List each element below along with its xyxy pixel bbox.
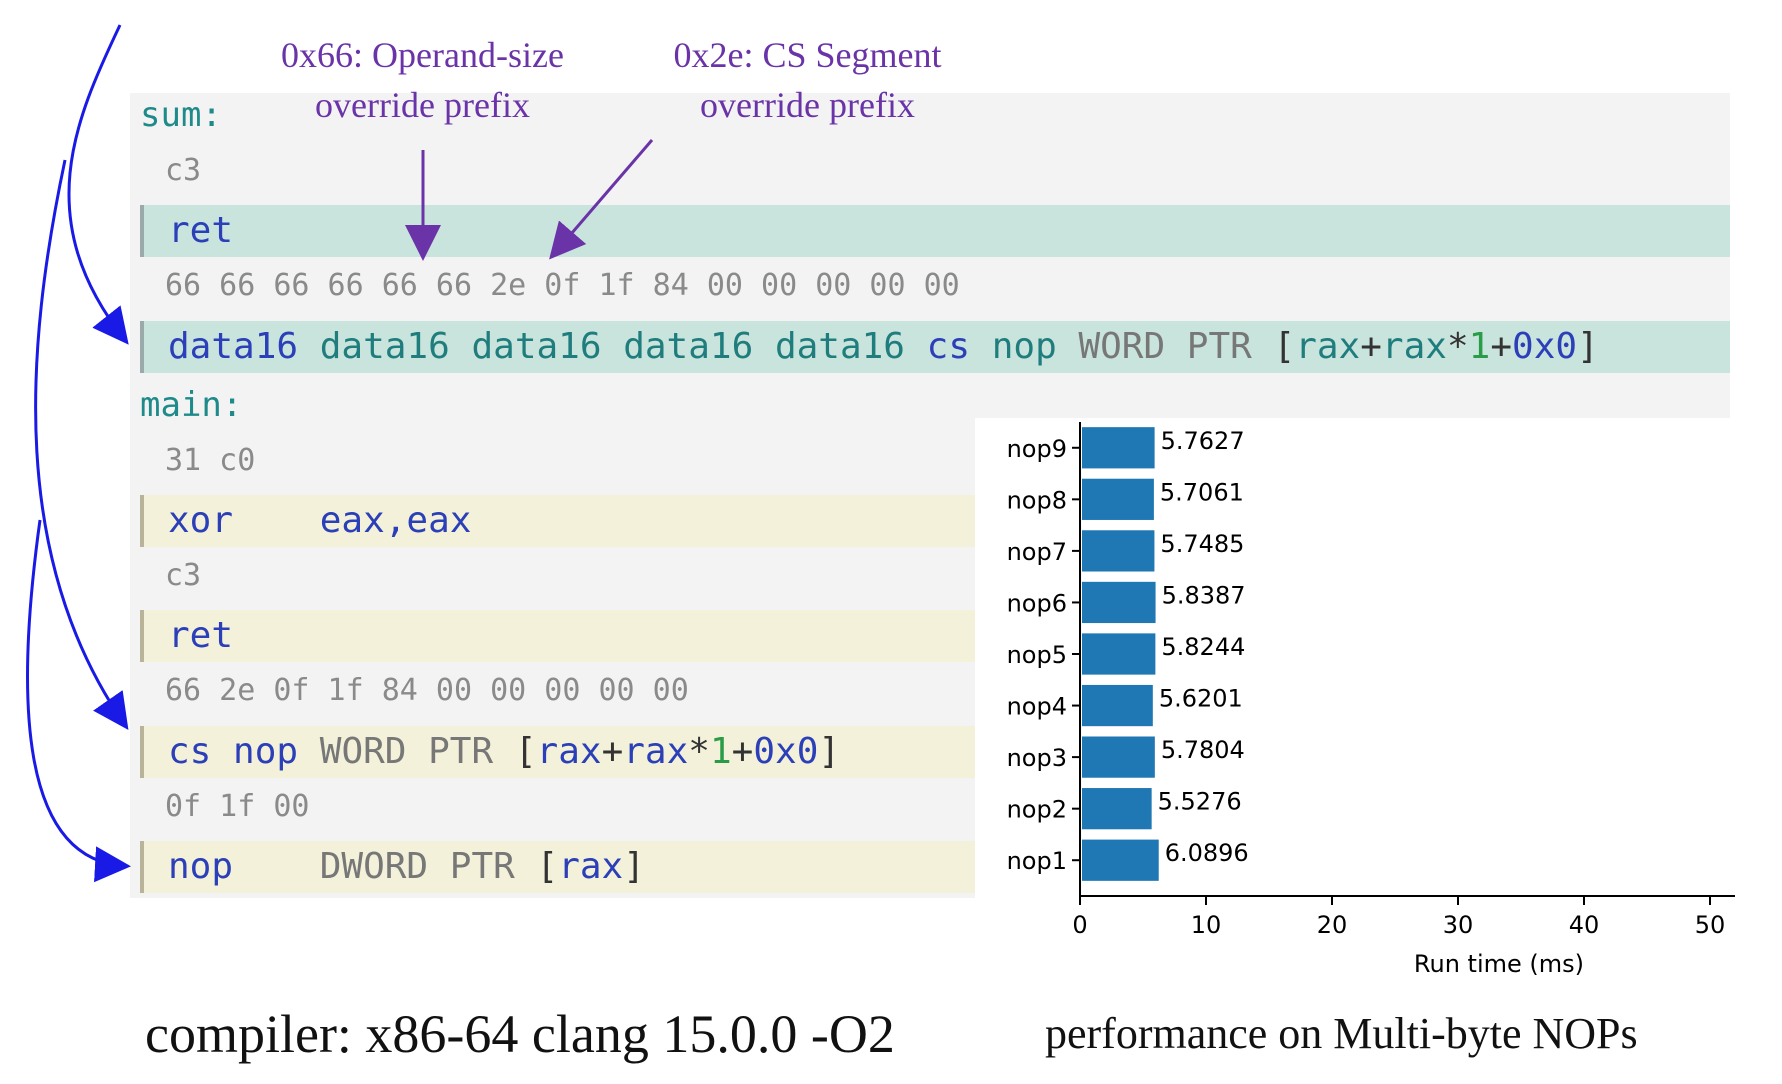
x-axis-label: Run time (ms) — [1414, 950, 1584, 978]
operand-prefix-line-1: 0x66: Operand-size — [281, 35, 564, 75]
sum-instr-nop: data16 data16 data16 data16 data16 cs no… — [140, 321, 1730, 373]
runtime-chart-svg: nop9 5.7627 nop8 5.7061 nop7 5.7485 nop6 5.8387… — [1007, 422, 1735, 978]
y-tick-label-nop7: nop7 — [1007, 538, 1067, 566]
compiler-caption: compiler: x86-64 clang 15.0.0 -O2 — [145, 1004, 895, 1064]
y-tick-label-nop6: nop6 — [1007, 589, 1067, 617]
bar-nop8 — [1082, 478, 1154, 520]
cs-prefix-line-2: override prefix — [700, 85, 915, 125]
value-label-nop8: 5.7061 — [1160, 478, 1244, 506]
cs-prefix-arrow — [549, 139, 654, 260]
main-bytes-cs-nop: 66 2e 0f 1f 84 00 00 00 00 00 — [165, 673, 689, 708]
value-label-nop5: 5.8244 — [1161, 633, 1245, 661]
bar-nop3 — [1082, 736, 1155, 778]
jump-arrow-dword-nop — [26, 519, 131, 883]
x-tick-label-20: 20 — [1317, 911, 1348, 939]
y-tick-label-nop8: nop8 — [1007, 486, 1067, 514]
main-instr-cs-nop: cs nop WORD PTR [rax+rax*1+0x0] — [140, 726, 990, 778]
value-label-nop7: 5.7485 — [1160, 530, 1244, 558]
value-label-nop4: 5.6201 — [1159, 685, 1243, 713]
x-tick-label-50: 50 — [1695, 911, 1726, 939]
bar-nop5 — [1082, 633, 1156, 675]
main-bytes-xor: 31 c0 — [165, 443, 256, 478]
sum-bytes-ret: c3 — [165, 153, 202, 188]
bar-nop9 — [1082, 427, 1155, 469]
operand-prefix-line-2: override prefix — [315, 85, 530, 125]
main-instr-xor: xor eax,eax — [140, 495, 990, 547]
disassembly-panel: sum: c3 ret 66 66 66 66 66 66 2e 0f 1f 8… — [130, 93, 1730, 898]
main-instr-ret: ret — [140, 610, 990, 662]
y-tick-label-nop1: nop1 — [1007, 847, 1067, 875]
main-bytes-ret: c3 — [165, 558, 202, 593]
main-bytes-dword-nop: 0f 1f 00 — [165, 789, 310, 824]
value-label-nop2: 5.5276 — [1158, 788, 1242, 816]
value-label-nop3: 5.7804 — [1161, 736, 1245, 764]
x-tick-label-0: 0 — [1072, 911, 1087, 939]
x-tick-label-10: 10 — [1191, 911, 1222, 939]
value-label-nop1: 6.0896 — [1165, 839, 1249, 867]
value-label-nop9: 5.7627 — [1161, 427, 1245, 455]
y-tick-label-nop5: nop5 — [1007, 641, 1067, 669]
cs-prefix-line-1: 0x2e: CS Segment — [673, 35, 942, 75]
sum-label: sum: — [140, 95, 222, 135]
y-tick-label-nop4: nop4 — [1007, 693, 1067, 721]
y-tick-label-nop3: nop3 — [1007, 744, 1067, 772]
main-label: main: — [140, 385, 243, 425]
bar-nop2 — [1082, 788, 1152, 830]
runtime-bar-chart: nop9 5.7627 nop8 5.7061 nop7 5.7485 nop6 5.8387… — [975, 418, 1735, 998]
operand-prefix-annotation: 0x66: Operand-size override prefix — [250, 30, 595, 130]
y-tick-label-nop2: nop2 — [1007, 796, 1067, 824]
bar-nop6 — [1082, 581, 1156, 624]
sum-bytes-nop: 66 66 66 66 66 66 2e 0f 1f 84 00 00 00 0… — [165, 268, 960, 303]
jump-arrow-sum-nop — [67, 24, 129, 345]
performance-caption: performance on Multi-byte NOPs — [1045, 1009, 1638, 1058]
bar-nop7 — [1082, 530, 1155, 572]
x-tick-label-40: 40 — [1569, 911, 1600, 939]
y-tick-label-nop9: nop9 — [1007, 435, 1067, 463]
x-tick-label-30: 30 — [1443, 911, 1474, 939]
main-instr-dword-nop: nop DWORD PTR [rax] — [140, 841, 990, 893]
bar-nop4 — [1082, 684, 1153, 727]
value-label-nop6: 5.8387 — [1162, 581, 1246, 609]
bar-nop1 — [1082, 839, 1159, 881]
cs-prefix-annotation: 0x2e: CS Segment override prefix — [640, 30, 975, 130]
jump-arrow-cs-nop — [34, 159, 129, 730]
